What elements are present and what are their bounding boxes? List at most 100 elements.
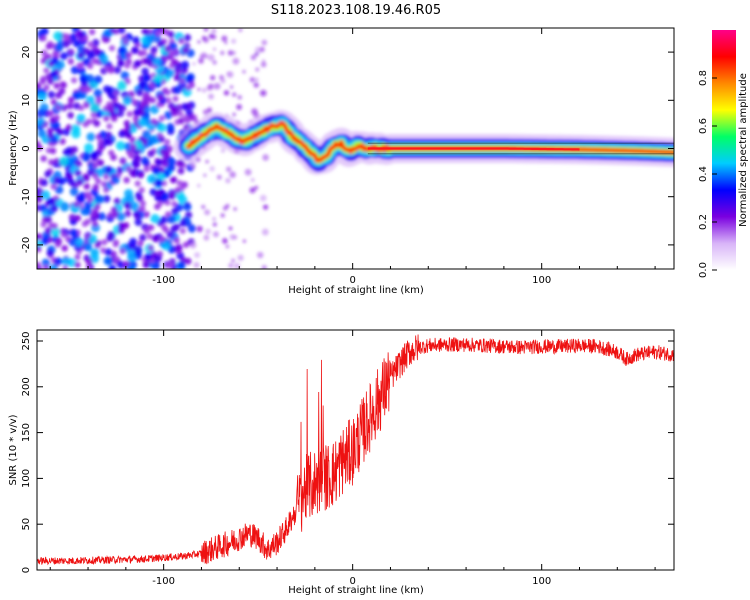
heatmap-noise-blob [103,115,110,122]
heatmap-noise-blob [48,264,58,269]
heatmap-noise-blob [132,115,140,122]
heatmap-noise-blob [118,130,126,138]
heatmap-noise-blob [71,129,81,139]
heatmap-noise-blob [37,233,41,241]
heatmap-noise-blob [116,109,125,118]
heatmap-noise-blob [63,33,70,40]
heatmap-noise-blob [83,183,91,190]
snr-y-axis-label: SNR (10 * v/v) [8,414,19,485]
heatmap-noise-blob [130,143,137,151]
heatmap-noise-blob [108,149,115,157]
heatmap-noise-blob [141,49,148,57]
heatmap-noise-blob [61,256,71,266]
heatmap-noise-blob [74,261,81,269]
heatmap-noise-blob [144,252,152,261]
heatmap-noise-blob [101,239,108,246]
heatmap-noise-blob [123,201,131,210]
heatmap-noise-blob [155,158,163,167]
heatmap-noise-blob [177,110,184,117]
heatmap-noise-blob [74,254,81,261]
heatmap-noise-blob [177,261,186,269]
heatmap-noise-blob [90,248,100,258]
snr-series-line [37,334,674,566]
heatmap-noise-blob [242,239,246,243]
colorbar-tick-label: 0.4 [698,166,709,182]
heatmap-noise-blob [66,102,74,110]
heatmap-noise-blob [116,212,126,222]
heatmap-noise-blob [173,85,182,95]
heatmap-noise-blob [170,58,178,66]
heatmap-noise-blob [50,183,57,190]
heatmap-noise-blob [104,165,113,174]
heatmap-noise-blob [106,104,114,111]
heatmap-noise-blob [110,115,118,122]
heatmap-noise-blob [67,58,75,65]
snr-y-tick-label: 100 [21,469,32,488]
snr-y-tick-label: 200 [21,377,32,396]
heatmap-noise-blob [106,234,114,242]
heatmap-y-tick-label: -20 [21,237,32,253]
heatmap-noise-blob [183,34,192,42]
heatmap-noise-blob [218,74,225,81]
heatmap-noise-blob [225,177,231,184]
heatmap-noise-blob [179,77,186,84]
heatmap-noise-blob [103,186,110,194]
heatmap-noise-blob [189,241,197,249]
heatmap-noise-blob [87,62,94,70]
heatmap-noise-blob [87,41,94,48]
heatmap-noise-blob [132,160,141,168]
heatmap-noise-blob [97,159,105,167]
heatmap-noise-blob [46,197,55,206]
heatmap-noise-blob [164,89,171,96]
heatmap-noise-blob [161,241,171,251]
heatmap-noise-blob [153,73,163,84]
heatmap-noise-blob [196,225,203,233]
heatmap-noise-blob [120,158,127,165]
heatmap-noise-blob [154,189,162,197]
heatmap-noise-blob [136,89,144,97]
heatmap-noise-blob [192,62,196,66]
colorbar-bar [712,30,736,270]
snr-panel: -100 0 100 0 50 100 150 200 250 Height of straig… [8,329,675,596]
heatmap-x-tick-label: 0 [349,275,355,286]
heatmap-noise-blob [251,108,258,115]
heatmap-noise-blob [157,94,164,101]
heatmap-noise-blob [202,109,209,115]
heatmap-noise-blob [233,235,238,240]
heatmap-noise-blob [97,212,106,221]
heatmap-image [37,28,674,269]
heatmap-noise-blob [225,244,230,249]
heatmap-noise-blob [37,245,42,253]
heatmap-noise-blob [125,51,132,59]
heatmap-noise-blob [140,156,150,165]
heatmap-noise-blob [107,211,114,219]
heatmap-noise-blob [81,153,91,162]
heatmap-noise-blob [85,95,96,105]
heatmap-noise-blob [208,33,215,39]
heatmap-noise-blob [250,178,255,182]
heatmap-noise-blob [150,214,160,224]
heatmap-noise-blob [67,111,75,119]
heatmap-noise-blob [93,120,101,127]
heatmap-noise-blob [111,175,120,185]
heatmap-noise-blob [128,152,135,159]
heatmap-noise-blob [216,174,222,180]
heatmap-noise-blob [86,132,96,142]
heatmap-noise-blob [212,60,217,65]
heatmap-noise-blob [130,201,140,211]
heatmap-noise-blob [232,57,240,65]
colorbar-tick-label: 0.2 [698,214,709,230]
heatmap-noise-blob [53,114,60,121]
heatmap-noise-blob [256,251,264,259]
heatmap-noise-blob [51,222,58,230]
snr-ticks: -100 0 100 0 50 100 150 200 250 [21,330,674,587]
heatmap-noise-blob [225,203,230,209]
heatmap-noise-blob [55,91,63,99]
heatmap-noise-blob [123,176,130,184]
heatmap-noise-blob [179,219,187,227]
heatmap-noise-blob [137,171,145,179]
heatmap-noise-blob [61,244,69,252]
heatmap-noise-blob [106,123,113,130]
heatmap-noise-blob [237,254,244,261]
